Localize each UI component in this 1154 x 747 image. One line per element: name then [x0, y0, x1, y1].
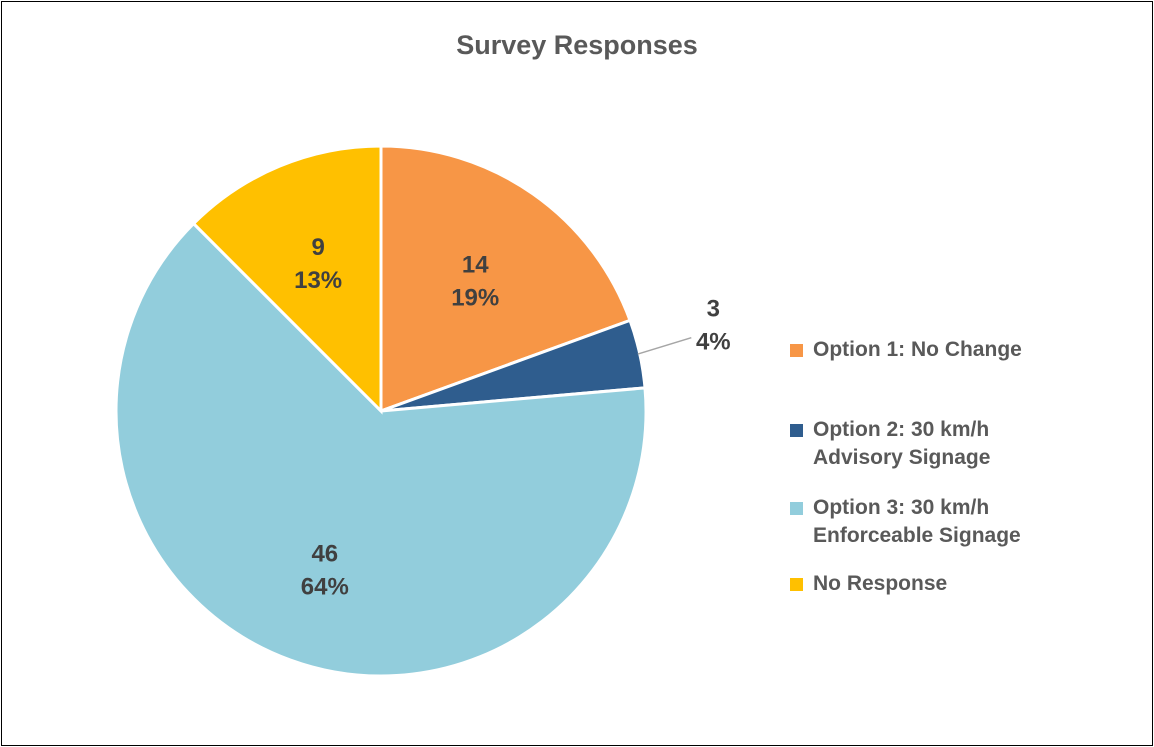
- legend-item-no-response: No Response: [790, 570, 1073, 598]
- legend-item-option-1: Option 1: No Change: [790, 336, 1073, 364]
- value-label-option-1: 14: [462, 251, 489, 278]
- value-label-option-2: 3: [707, 296, 720, 323]
- legend-swatch-option-1: [790, 344, 803, 357]
- leader-line-option-2: [637, 336, 692, 355]
- percent-label-option-3: 64%: [301, 573, 349, 600]
- legend-swatch-option-3: [790, 502, 803, 515]
- pie-slice-option-1: [379, 144, 632, 414]
- chart-title: Survey Responses: [456, 30, 698, 60]
- legend-item-option-2: Option 2: 30 km/h Advisory Signage: [790, 416, 1073, 472]
- legend-label-option-1: Option 1: No Change: [813, 338, 1022, 361]
- legend-swatch-no-response: [790, 578, 803, 591]
- value-label-option-3: 46: [311, 540, 338, 567]
- value-label-no-response: 9: [311, 234, 324, 261]
- pie-slice-no-response: [191, 144, 383, 415]
- pie-slice-option-3: [114, 221, 648, 678]
- legend-label-no-response: No Response: [813, 572, 948, 595]
- legend-label-option-3: Option 3: 30 km/h Enforceable Signage: [813, 496, 1021, 547]
- legend-label-option-2: Option 2: 30 km/h Advisory Signage: [813, 418, 991, 469]
- percent-label-no-response: 13%: [294, 267, 342, 294]
- percent-label-option-1: 19%: [451, 284, 499, 311]
- percent-label-option-2: 4%: [696, 329, 731, 356]
- legend-swatch-option-2: [790, 424, 803, 437]
- legend-item-option-3: Option 3: 30 km/h Enforceable Signage: [790, 494, 1073, 550]
